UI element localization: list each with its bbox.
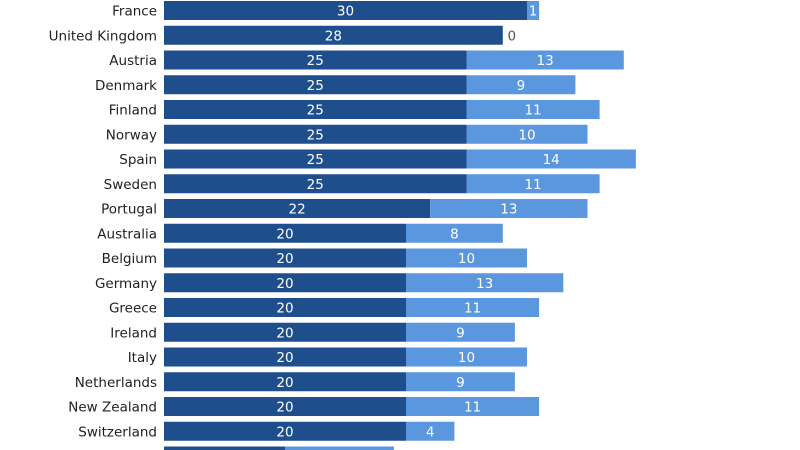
value-label-secondary-italy: 10 [458,350,475,366]
category-label-belgium: Belgium [102,251,157,267]
bar-primary-italy [164,347,406,367]
value-label-primary-france: 30 [337,4,354,20]
value-label-secondary-united-kingdom: 0 [508,28,517,44]
value-label-secondary-portugal: 13 [500,202,517,218]
bar-primary-australia [164,223,406,243]
bar-primary-germany [164,273,406,293]
value-label-primary-italy: 20 [276,350,293,366]
bar-secondary-spain [466,149,636,169]
value-label-secondary-ireland: 9 [456,325,465,341]
category-label-united-kingdom: United Kingdom [49,28,157,44]
value-label-primary-netherlands: 20 [276,375,293,391]
category-label-netherlands: Netherlands [75,375,157,391]
value-label-primary-finland: 25 [307,103,324,119]
value-label-secondary-australia: 8 [450,226,459,242]
category-label-germany: Germany [95,276,157,292]
bar-primary-sweden [164,174,467,194]
value-label-secondary-austria: 13 [537,53,554,69]
value-label-primary-portugal: 22 [289,202,306,218]
value-label-secondary-denmark: 9 [517,78,526,94]
value-label-secondary-new-zealand: 11 [464,400,481,416]
value-label-primary-new-zealand: 20 [276,400,293,416]
value-label-secondary-belgium: 10 [458,251,475,267]
category-label-portugal: Portugal [101,202,157,218]
bar-secondary-germany [406,273,564,293]
bar-primary-norway [164,124,467,144]
value-label-primary-united-kingdom: 28 [325,28,342,44]
bar-secondary-portugal [430,199,588,218]
labels-group: France 30 1 United Kingdom 28 0 Austria 25 13 Den… [49,4,560,441]
bar-secondary-norway [466,124,588,144]
value-label-secondary-finland: 11 [524,103,541,119]
value-label-secondary-greece: 11 [464,301,481,317]
category-label-greece: Greece [109,301,157,317]
bar-secondary-new-zealand [406,397,540,416]
bar-secondary-switzerland [406,421,455,441]
bar-primary-united-kingdom [164,25,503,45]
bar-primary-row-18 [164,446,285,450]
value-label-primary-switzerland: 20 [276,424,293,440]
bar-secondary-netherlands [406,372,515,392]
bar-secondary-belgium [406,248,527,268]
value-label-secondary-france: 1 [529,4,538,20]
category-label-france: France [112,4,157,20]
category-label-switzerland: Switzerland [78,424,157,440]
category-label-italy: Italy [128,350,157,366]
value-label-primary-spain: 25 [307,152,324,168]
bar-secondary-italy [406,347,527,367]
bar-primary-switzerland [164,421,406,441]
bar-primary-greece [164,298,406,317]
value-label-secondary-sweden: 11 [524,177,541,193]
bar-primary-portugal [164,199,431,218]
value-label-primary-sweden: 25 [307,177,324,193]
value-label-secondary-norway: 10 [518,127,535,143]
category-label-sweden: Sweden [104,177,157,193]
bar-secondary-row-18 [285,446,394,450]
bar-secondary-austria [466,50,624,70]
value-label-secondary-germany: 13 [476,276,493,292]
value-label-primary-germany: 20 [276,276,293,292]
value-label-primary-belgium: 20 [276,251,293,267]
bar-secondary-ireland [406,322,515,342]
bar-primary-ireland [164,322,406,342]
bar-primary-spain [164,149,467,169]
category-label-spain: Spain [119,152,157,168]
category-label-australia: Australia [97,226,157,242]
category-label-ireland: Ireland [110,325,157,341]
bar-primary-netherlands [164,372,406,392]
bar-secondary-france [527,1,540,20]
category-label-denmark: Denmark [95,78,157,94]
value-label-primary-norway: 25 [307,127,324,143]
category-label-norway: Norway [106,127,157,143]
value-label-primary-greece: 20 [276,301,293,317]
category-label-new-zealand: New Zealand [68,400,157,416]
value-label-secondary-spain: 14 [543,152,560,168]
value-label-secondary-switzerland: 4 [426,424,435,440]
bar-secondary-australia [406,223,503,243]
value-label-primary-austria: 25 [307,53,324,69]
bar-primary-austria [164,50,467,70]
category-label-austria: Austria [109,53,157,69]
bar-secondary-greece [406,298,540,317]
value-label-secondary-netherlands: 9 [456,375,465,391]
value-label-primary-australia: 20 [276,226,293,242]
bar-secondary-finland [466,100,600,119]
value-label-primary-denmark: 25 [307,78,324,94]
bars-group [164,1,636,450]
bar-secondary-denmark [466,75,576,95]
bar-primary-belgium [164,248,406,268]
bar-primary-denmark [164,75,467,95]
bar-secondary-sweden [466,174,600,194]
value-label-primary-ireland: 20 [276,325,293,341]
bar-primary-new-zealand [164,397,406,416]
category-label-finland: Finland [109,103,157,119]
bar-primary-finland [164,100,467,119]
bar-primary-france [164,1,527,20]
